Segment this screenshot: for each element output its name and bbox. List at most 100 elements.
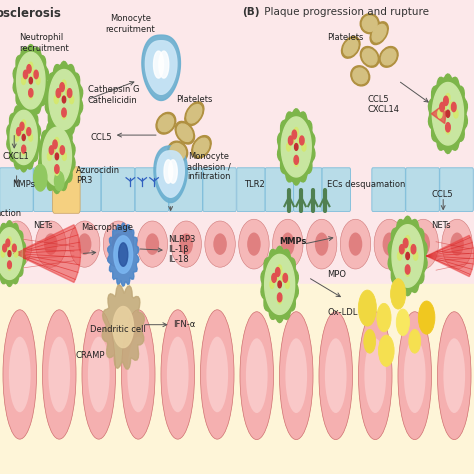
Circle shape [55,137,59,146]
Text: MMPs: MMPs [280,237,307,246]
Circle shape [51,146,55,154]
Ellipse shape [180,233,193,255]
Text: Dendritic cell: Dendritic cell [90,325,146,334]
Circle shape [454,109,458,118]
Circle shape [70,95,74,104]
Text: CXCL1: CXCL1 [2,152,29,161]
Circle shape [281,273,285,281]
Ellipse shape [3,310,36,439]
Polygon shape [0,228,22,280]
Circle shape [34,164,47,191]
FancyBboxPatch shape [203,168,236,211]
Circle shape [418,301,435,334]
Circle shape [391,279,406,309]
Ellipse shape [205,221,235,267]
Polygon shape [281,117,311,177]
Text: CRAMP: CRAMP [75,351,105,360]
Polygon shape [427,236,474,276]
Ellipse shape [325,338,346,413]
Circle shape [18,127,22,135]
Circle shape [53,140,57,149]
Circle shape [272,273,276,283]
Circle shape [283,273,288,283]
Circle shape [292,130,297,139]
Circle shape [294,128,298,136]
Ellipse shape [438,312,471,439]
Circle shape [446,123,450,132]
Circle shape [63,153,66,160]
Circle shape [398,252,402,260]
FancyBboxPatch shape [101,168,135,211]
Bar [237,284,474,474]
Text: nction: nction [0,209,21,218]
Polygon shape [142,35,181,100]
Ellipse shape [246,338,268,413]
Ellipse shape [442,219,472,269]
Circle shape [364,329,375,353]
Text: NLRP3
IL-1β
IL-18: NLRP3 IL-1β IL-18 [168,235,196,264]
Polygon shape [17,52,45,109]
Ellipse shape [201,310,234,439]
Circle shape [396,309,410,336]
Polygon shape [49,70,79,129]
Polygon shape [14,225,81,283]
Ellipse shape [194,138,209,155]
Ellipse shape [341,36,360,58]
Text: osclerosis: osclerosis [0,7,61,20]
Text: Plaque progression and rupture: Plaque progression and rupture [261,7,428,17]
Polygon shape [39,119,75,193]
Circle shape [405,236,410,244]
Ellipse shape [353,68,367,83]
Circle shape [60,146,64,155]
Circle shape [62,96,66,103]
Polygon shape [392,225,423,287]
Ellipse shape [443,338,465,413]
Circle shape [34,70,38,79]
Circle shape [403,238,408,248]
Circle shape [405,265,410,274]
Text: CCL5: CCL5 [90,133,112,142]
Circle shape [32,70,36,78]
Ellipse shape [168,141,188,162]
Circle shape [27,128,31,136]
Circle shape [277,293,282,302]
Ellipse shape [365,338,386,413]
Ellipse shape [358,312,392,439]
Circle shape [1,250,5,257]
Circle shape [411,245,416,254]
Ellipse shape [315,233,328,256]
Circle shape [14,250,18,257]
Ellipse shape [404,338,426,413]
Polygon shape [13,45,48,117]
Ellipse shape [44,233,57,255]
Circle shape [278,265,282,273]
Circle shape [15,134,18,141]
Polygon shape [169,160,177,183]
Circle shape [6,239,10,247]
Circle shape [288,136,293,145]
Ellipse shape [171,221,201,267]
Circle shape [286,143,291,151]
Polygon shape [114,236,133,273]
Ellipse shape [2,221,32,267]
Circle shape [49,146,54,155]
Text: Neutrophil
recruitment: Neutrophil recruitment [19,33,69,53]
Ellipse shape [156,112,176,134]
Circle shape [36,77,40,84]
Ellipse shape [213,233,227,255]
Ellipse shape [82,310,116,439]
Circle shape [446,110,450,118]
Circle shape [291,136,295,144]
Ellipse shape [247,233,261,256]
Text: Cathepsin G
Cathelicidin: Cathepsin G Cathelicidin [88,85,139,105]
Ellipse shape [185,102,204,126]
Circle shape [22,135,25,141]
Circle shape [67,89,72,98]
Ellipse shape [69,221,100,267]
Circle shape [400,245,404,254]
Circle shape [298,136,302,144]
Circle shape [302,143,306,151]
Bar [0,284,237,474]
Ellipse shape [382,49,396,65]
Polygon shape [388,216,427,296]
